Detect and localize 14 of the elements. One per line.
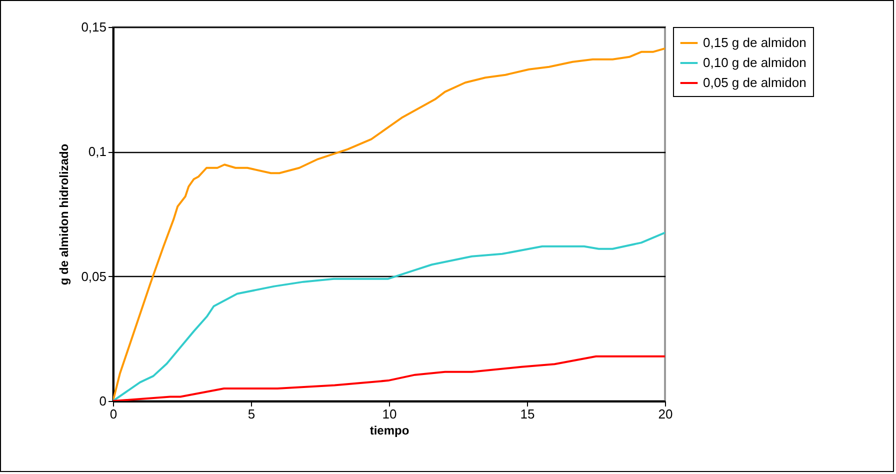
y-tick-label: 0 bbox=[99, 394, 106, 408]
x-tick-label: 5 bbox=[248, 406, 256, 422]
x-axis-title: tiempo bbox=[370, 424, 410, 438]
y-tick-label: 0,05 bbox=[81, 268, 106, 284]
y-tick-label: 0,15 bbox=[81, 20, 106, 34]
legend-label: 0,15 g de almidon bbox=[703, 35, 806, 50]
x-tick-label: 0 bbox=[110, 406, 118, 422]
x-tick-label: 10 bbox=[382, 406, 397, 422]
legend-label: 0,05 g de almidon bbox=[703, 75, 806, 90]
x-tick-label: 15 bbox=[520, 406, 535, 422]
y-axis-title: g de almidon hidrolizado bbox=[57, 144, 72, 286]
x-tick-label: 20 bbox=[658, 406, 673, 422]
legend-label: 0,10 g de almidon bbox=[703, 55, 806, 70]
y-tick-label: 0,1 bbox=[88, 144, 106, 160]
